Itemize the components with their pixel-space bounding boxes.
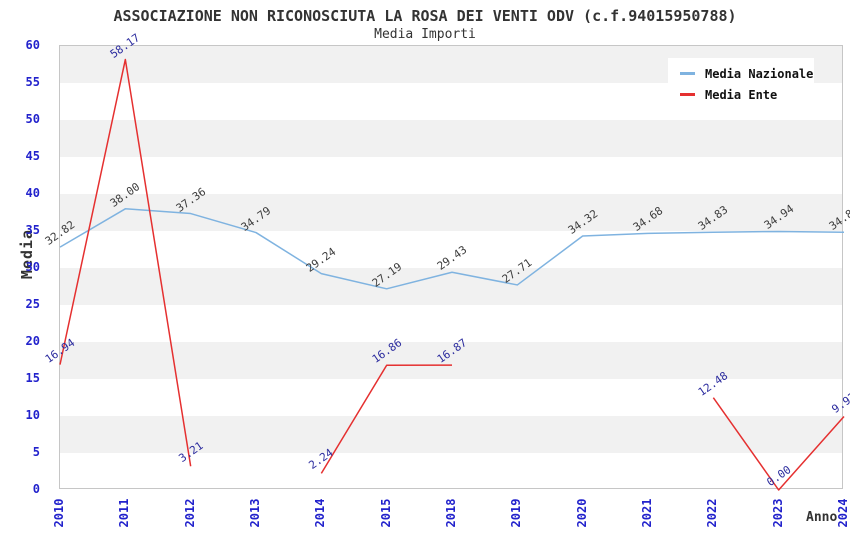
x-tick-label: 2012 [182, 498, 197, 528]
x-axis-ticks: 2010 2011 2012 2013 2014 2015 2018 2019 2020 2021… [52, 489, 850, 544]
y-tick-label: 45 [25, 149, 40, 163]
legend-item-media-nazionale: Media Nazionale [676, 63, 813, 84]
y-tick-label: 35 [25, 223, 40, 237]
y-tick-label: 55 [25, 75, 40, 89]
y-tick-label: 40 [25, 186, 40, 200]
y-tick-label: 5 [32, 445, 40, 459]
y-tick-label: 10 [25, 408, 40, 422]
y-axis-ticks: 0 5 10 15 20 25 30 35 40 45 50 55 60 [0, 38, 52, 496]
y-tick-label: 20 [25, 334, 40, 348]
y-tick-label: 30 [25, 260, 40, 274]
x-tick-label: 2013 [248, 498, 262, 528]
x-tick-label: 2015 [378, 498, 393, 528]
series-lines [59, 58, 845, 491]
legend-item-media-ente: Media Ente [676, 84, 806, 105]
media-ente-line-swatch [680, 93, 695, 96]
y-tick-label: 15 [25, 371, 40, 385]
legend-label: Media Ente [705, 87, 778, 102]
y-tick-label: 60 [25, 38, 40, 52]
x-tick-label: 2024 [836, 498, 850, 528]
y-tick-label: 25 [25, 297, 40, 311]
x-tick-label: 2011 [117, 498, 132, 528]
media-nazionale-line-swatch [680, 72, 695, 75]
y-tick-label: 50 [25, 112, 40, 126]
x-tick-label: 2023 [770, 498, 785, 528]
y-tick-label: 0 [32, 482, 40, 496]
chart-subtitle: Media Importi [374, 27, 476, 42]
x-tick-label: 2014 [313, 498, 328, 528]
legend-label: Media Nazionale [705, 66, 814, 81]
x-tick-label: 2020 [574, 498, 589, 528]
x-tick-label: 2010 [52, 498, 66, 528]
plot-area: 32.82 38.00 37.36 34.79 29.24 27.19 29.43 27.71… [43, 31, 850, 491]
x-tick-label: 2022 [705, 498, 720, 528]
chart-title: ASSOCIAZIONE NON RICONOSCIUTA LA ROSA DE… [113, 7, 737, 25]
x-tick-label: 2019 [509, 498, 524, 528]
x-tick-label: 2018 [444, 498, 458, 528]
x-tick-label: 2021 [640, 498, 654, 528]
x-axis-title: Anno [806, 510, 838, 525]
legend: Media Nazionale Media Ente [668, 58, 814, 110]
